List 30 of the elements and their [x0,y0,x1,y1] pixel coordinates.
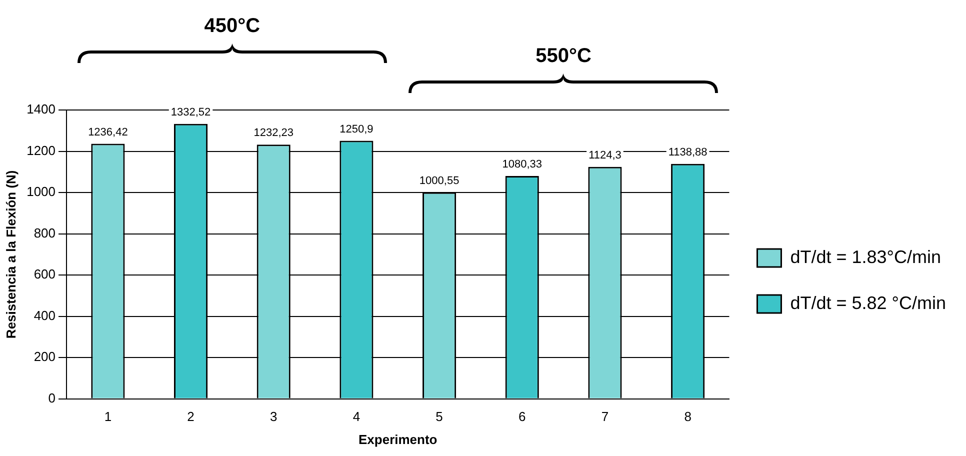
x-tick-label: 6 [518,409,526,424]
x-tick-label: 2 [187,409,194,424]
legend-label: dT/dt = 1.83°C/min [790,246,942,267]
x-tick-label: 4 [352,409,360,424]
y-tick-label: 400 [34,308,56,323]
y-tick-label: 1200 [26,142,56,158]
y-axis-title: Resistencia a la Flexión (N) [3,170,18,339]
x-tick-label: 3 [270,409,278,424]
data-label: 1232,23 [254,127,294,140]
y-tick-label: 1000 [26,184,56,200]
text: 550°C [534,45,592,68]
y-tick-label: 800 [34,225,56,240]
data-label: 1080,33 [502,158,542,170]
data-label: 1000,55 [419,174,460,187]
y-tick-label: 1400 [26,102,56,117]
data-label: 1236,42 [88,126,128,138]
x-tick-label: 7 [601,409,609,424]
data-label: 1138,88 [668,146,708,158]
x-tick-label: 5 [436,409,443,424]
y-tick-label: 0 [48,390,56,406]
x-tick-label: 1 [104,409,112,424]
y-tick-label: 600 [34,266,56,282]
data-label: 1124,3 [588,149,622,162]
y-tick-label: 200 [34,349,56,364]
legend-label: dT/dt = 5.82 °C/min [790,292,946,313]
x-tick-label: 8 [684,409,692,424]
text: 450°C [203,15,262,38]
x-axis-title: Experimento [358,432,438,447]
data-label: 1250,9 [340,123,374,136]
data-label: 1332,52 [170,106,211,118]
